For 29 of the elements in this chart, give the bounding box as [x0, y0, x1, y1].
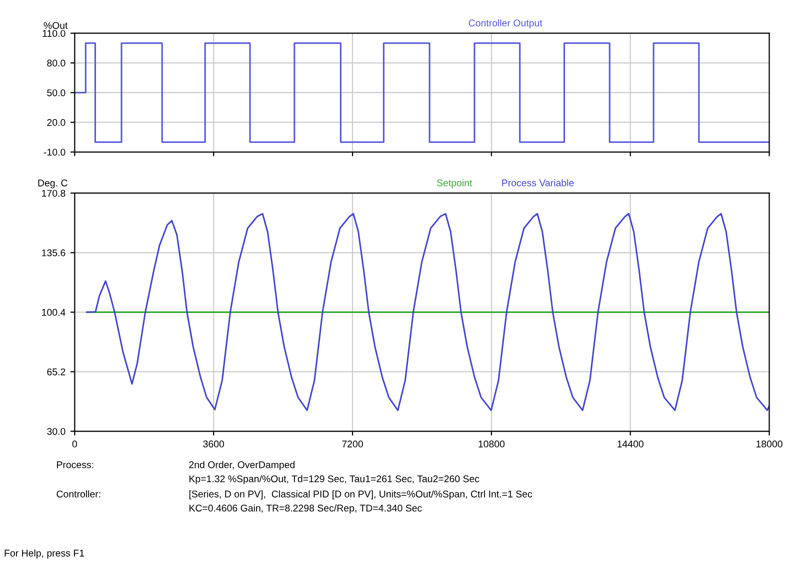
y-tick-label: 65.2: [47, 368, 66, 376]
y-tick-label: 20.0: [47, 119, 66, 126]
y-tick-label: 110.0: [42, 30, 66, 37]
text: Setpoint: [436, 179, 472, 188]
y-tick-label: 170.8: [42, 190, 66, 197]
text: KC=0.4606 Gain, TR=8.2298 Sec/Rep, TD=4.340 Sec: [190, 504, 422, 514]
y-tick-label: 30.0: [47, 428, 66, 435]
line-series: [86, 212, 770, 412]
text: Kp=1.32 %Span/%Out, Td=129 Sec, Tau1=261 Sec, Tau2=260 Sec: [190, 475, 480, 484]
y-tick-label: 135.6: [42, 249, 66, 256]
text: Process Variable: [502, 179, 574, 186]
text: For Help, press F1: [4, 549, 84, 558]
y-tick-label: 100.4: [42, 308, 66, 316]
x-tick-label: 18000: [756, 440, 782, 448]
x-tick-label: 14400: [618, 440, 644, 448]
y-tick-label: 50.0: [47, 89, 66, 96]
y-tick-label: -10.0: [44, 148, 66, 156]
y-tick-label: 80.0: [47, 60, 66, 67]
series-label: Controller Output: [468, 19, 542, 28]
x-tick-label: 0: [72, 440, 77, 448]
text: [Series, D on PV], Classical PID [D on PV], Units=%Out/%Span, Ctrl Int.=1 Sec: [189, 490, 532, 500]
text: 2nd Order, OverDamped: [189, 461, 295, 470]
y-axis-title: %Out: [44, 22, 68, 29]
x-tick-label: 10800: [478, 440, 505, 448]
x-tick-label: 3600: [203, 440, 224, 448]
x-tick-label: 7200: [342, 440, 363, 448]
text: Controller:: [56, 490, 100, 498]
y-axis-title: Deg. C: [38, 180, 68, 188]
text: Process:: [57, 461, 94, 468]
